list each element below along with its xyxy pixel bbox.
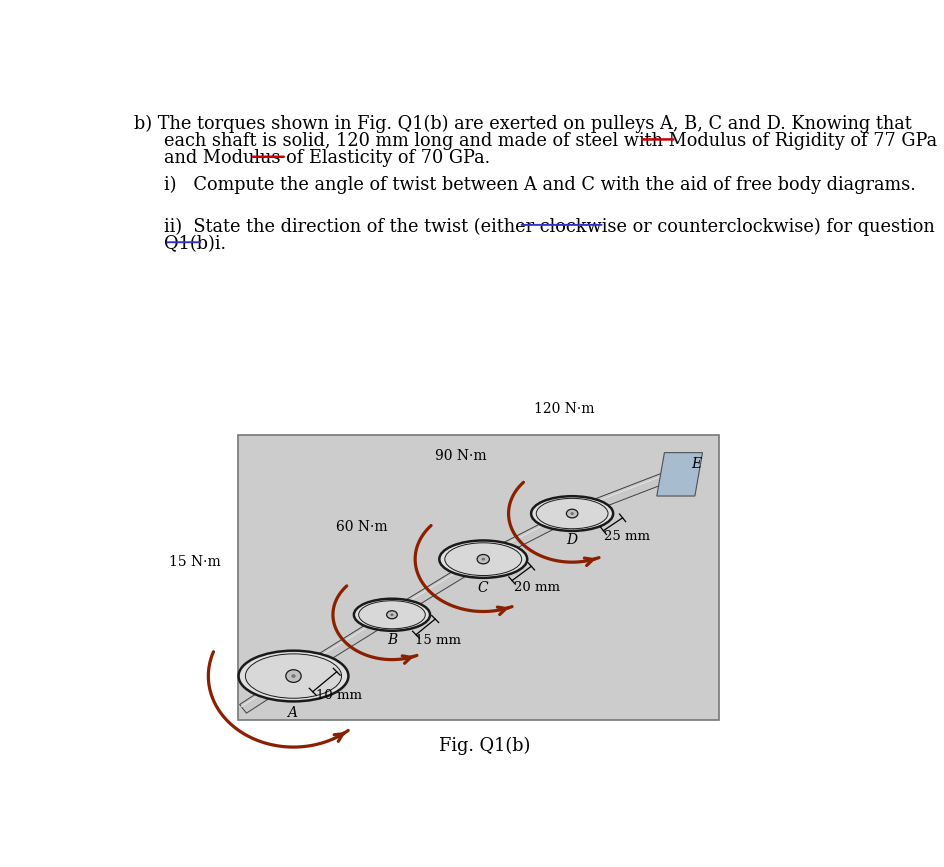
Polygon shape <box>240 672 296 714</box>
Polygon shape <box>388 555 486 619</box>
Polygon shape <box>656 453 701 496</box>
Text: 25 mm: 25 mm <box>604 531 649 544</box>
Ellipse shape <box>359 601 425 629</box>
Text: b) The torques shown in Fig. Q1(b) are exerted on pulleys A, B, C and D. Knowing: b) The torques shown in Fig. Q1(b) are e… <box>134 114 911 133</box>
Text: A: A <box>287 706 296 720</box>
Text: 90 N·m: 90 N·m <box>435 449 486 463</box>
Text: 60 N·m: 60 N·m <box>335 519 387 533</box>
Ellipse shape <box>353 599 430 631</box>
Text: E: E <box>690 458 700 472</box>
Polygon shape <box>480 509 574 564</box>
Text: 20 mm: 20 mm <box>514 581 560 594</box>
Ellipse shape <box>535 499 607 529</box>
Ellipse shape <box>481 558 484 560</box>
Ellipse shape <box>445 543 521 576</box>
Ellipse shape <box>531 496 613 531</box>
Text: ii)  State the direction of the twist (either clockwise or counterclockwise) for: ii) State the direction of the twist (ei… <box>164 218 934 236</box>
Text: 120 N·m: 120 N·m <box>533 402 594 416</box>
Ellipse shape <box>565 509 578 518</box>
Text: each shaft is solid, 120 mm long and made of steel with Modulus of Rigidity of 7: each shaft is solid, 120 mm long and mad… <box>164 132 936 150</box>
Ellipse shape <box>238 650 348 701</box>
Ellipse shape <box>285 669 301 682</box>
Text: and Modulus of Elasticity of 70 GPa.: and Modulus of Elasticity of 70 GPa. <box>164 149 490 167</box>
Ellipse shape <box>386 610 396 619</box>
Ellipse shape <box>245 654 341 698</box>
Polygon shape <box>290 610 395 681</box>
Text: 15 N·m: 15 N·m <box>169 555 220 569</box>
Ellipse shape <box>477 555 489 564</box>
Text: 10 mm: 10 mm <box>316 689 362 702</box>
Text: 15 mm: 15 mm <box>414 634 460 647</box>
Text: Fig. Q1(b): Fig. Q1(b) <box>438 737 530 755</box>
Ellipse shape <box>570 512 573 514</box>
Text: Q1(b)i.: Q1(b)i. <box>164 235 226 253</box>
Text: B: B <box>386 633 396 647</box>
Ellipse shape <box>439 540 527 578</box>
Text: i)   Compute the angle of twist between A and C with the aid of free body diagra: i) Compute the angle of twist between A … <box>164 175 915 193</box>
Text: C: C <box>478 581 488 595</box>
Text: D: D <box>566 533 577 547</box>
Polygon shape <box>569 472 670 518</box>
Ellipse shape <box>391 614 393 616</box>
Ellipse shape <box>292 675 295 677</box>
FancyBboxPatch shape <box>238 435 717 720</box>
